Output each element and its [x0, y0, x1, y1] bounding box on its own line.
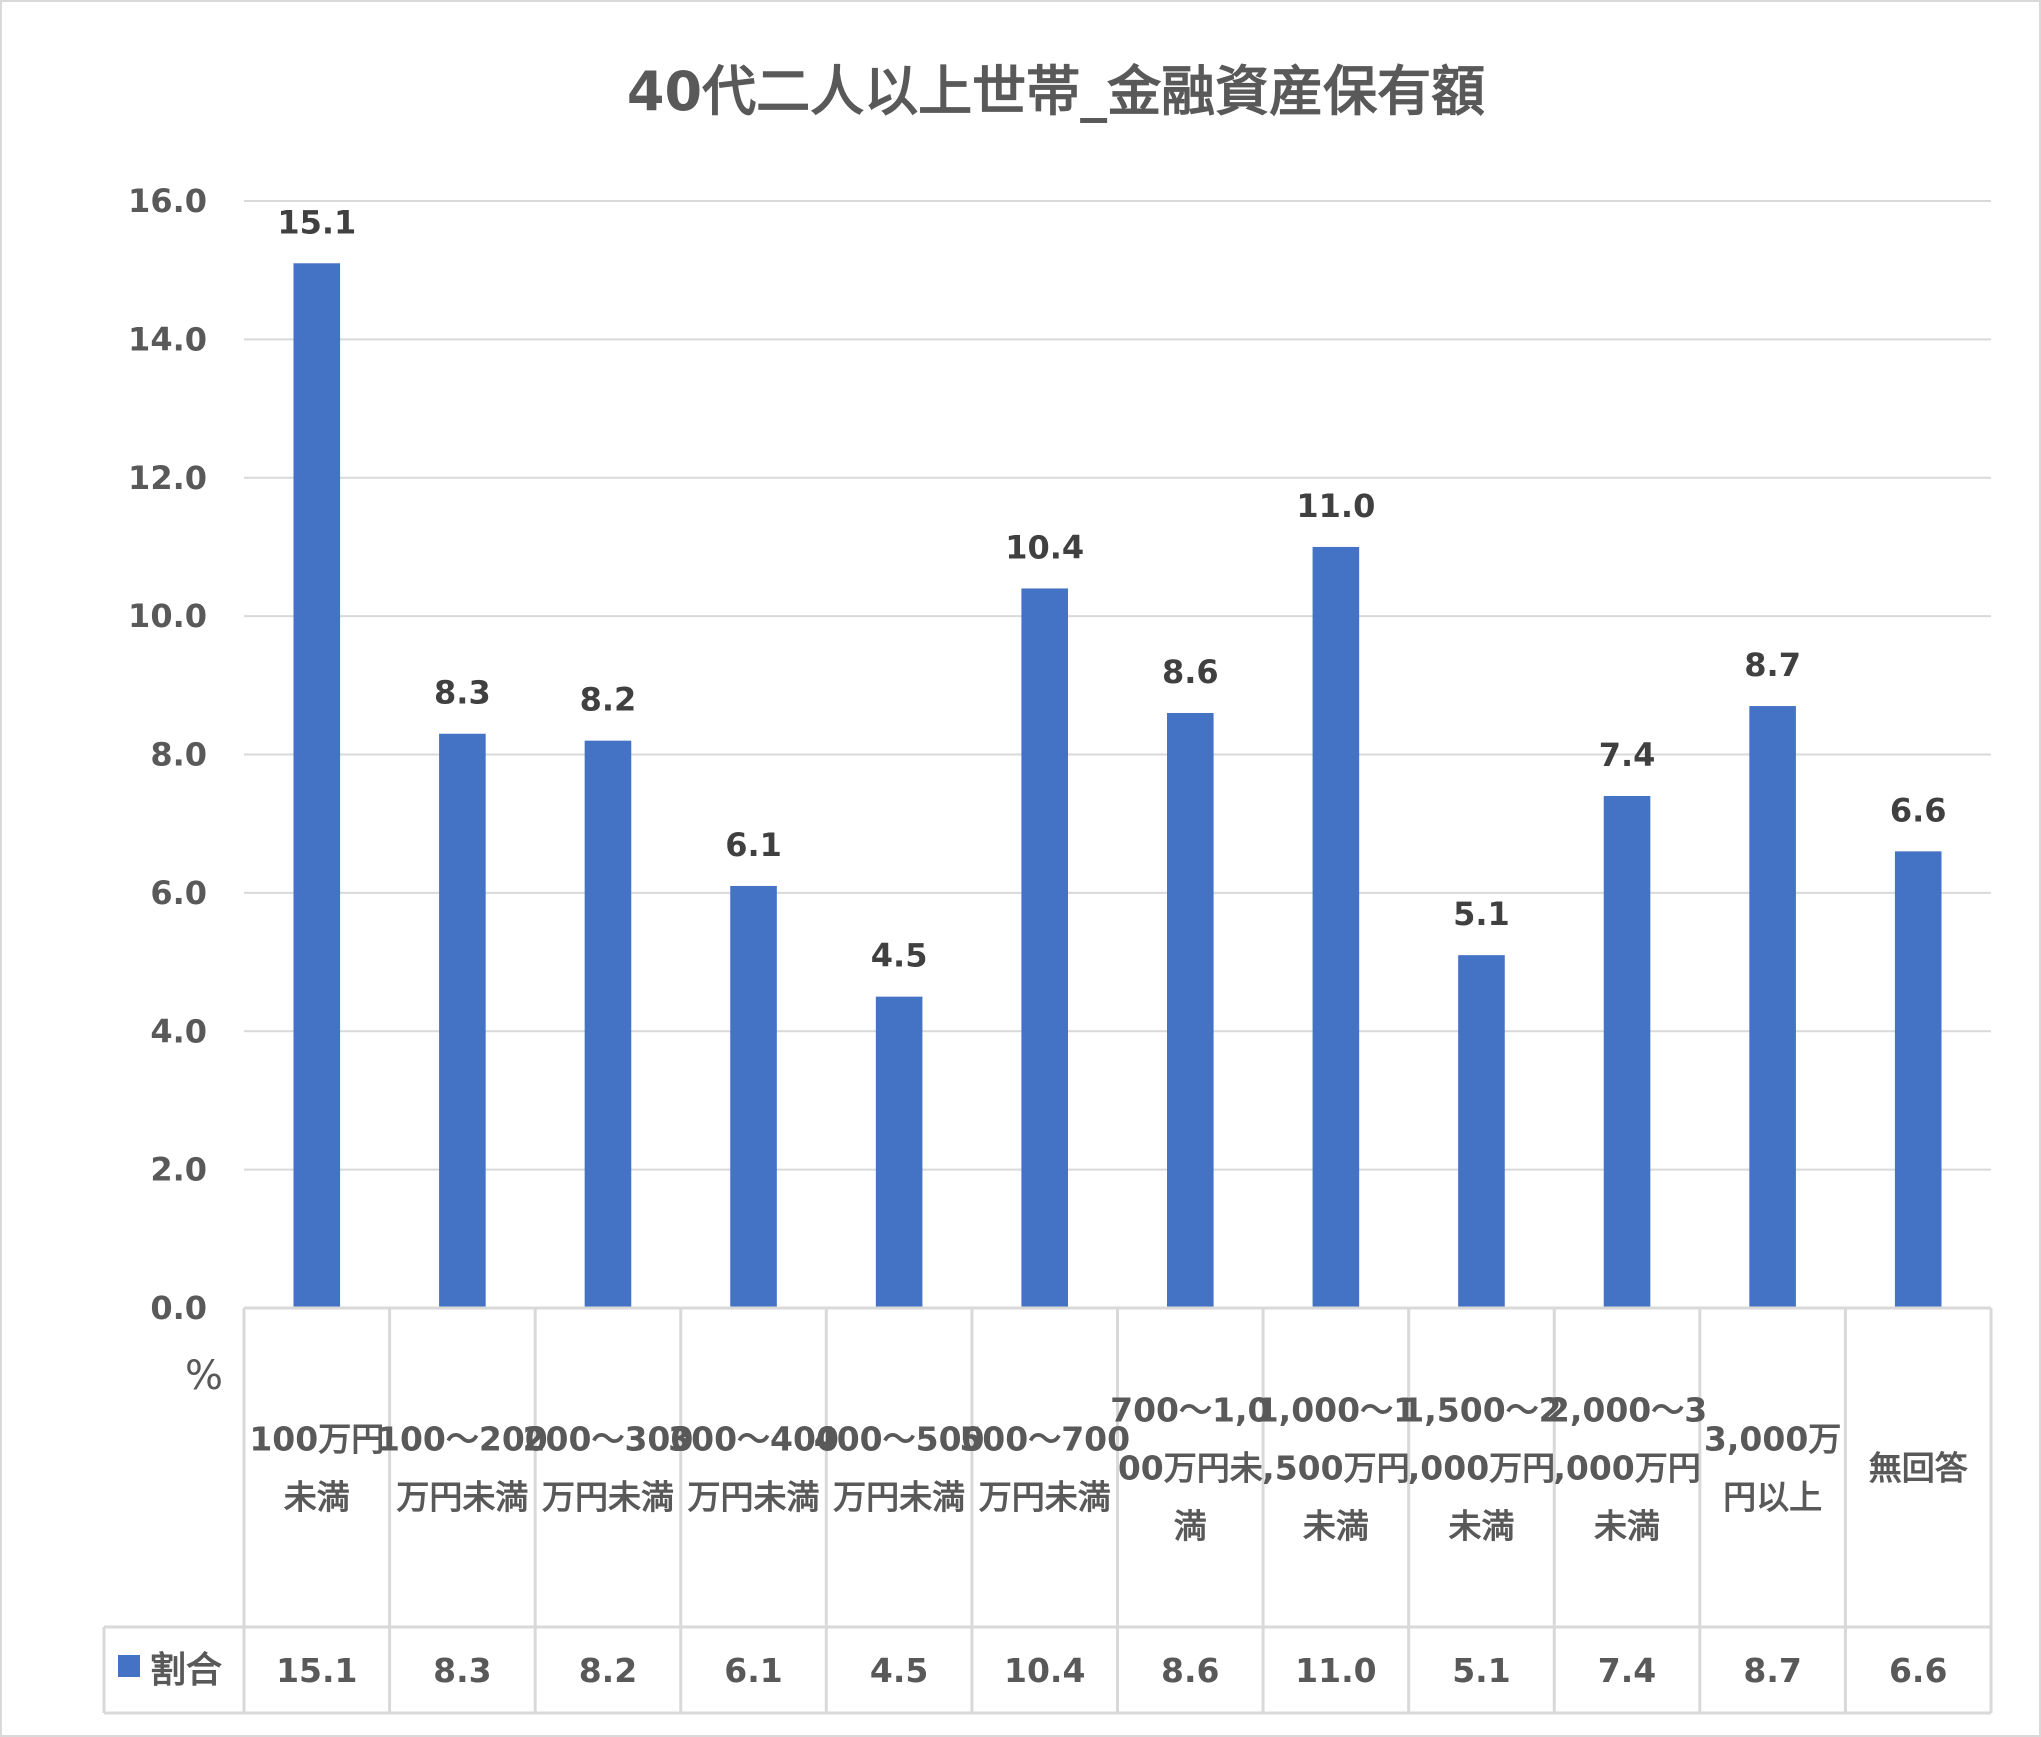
data-label: 8.6 [1162, 653, 1219, 691]
bar [584, 740, 632, 1308]
chart-title: 40代二人以上世帯_金融資産保有額 [627, 60, 1485, 123]
category-label: 300～400 万円未満 [668, 1420, 839, 1517]
legend-key [118, 1655, 140, 1677]
data-label: 8.7 [1744, 646, 1801, 684]
table-value: 8.7 [1743, 1651, 1801, 1690]
y-axis-ticks: 0.0 2.0 4.0 6.0 8.0 10.0 12.0 14.0 16.0% [128, 182, 223, 1399]
table-value: 8.6 [1161, 1651, 1219, 1690]
y-tick-label: 0.0 [150, 1289, 207, 1327]
table-value: 10.4 [1004, 1651, 1085, 1690]
bar [1312, 546, 1360, 1308]
category-label: 200～300 万円未満 [523, 1420, 694, 1517]
bar [875, 996, 923, 1308]
data-label: 6.6 [1890, 791, 1947, 829]
data-label: 4.5 [871, 937, 928, 975]
data-label: 8.3 [434, 674, 491, 712]
data-label: 5.1 [1453, 895, 1510, 933]
y-tick-label: 14.0 [128, 320, 207, 358]
category-label: 100万円未満 [249, 1420, 384, 1517]
y-tick-label: 6.0 [150, 874, 207, 912]
category-label: 400～500 万円未満 [814, 1420, 985, 1517]
y-tick-label: 12.0 [128, 459, 207, 497]
bar [730, 885, 777, 1308]
table-value: 5.1 [1452, 1651, 1510, 1690]
table-value: 7.4 [1598, 1651, 1656, 1690]
table-value: 8.2 [579, 1651, 637, 1690]
y-axis-unit: % [185, 1353, 223, 1399]
table-value: 8.3 [433, 1651, 491, 1690]
bar [1166, 712, 1214, 1308]
y-tick-label: 8.0 [150, 736, 207, 774]
data-label: 11.0 [1296, 487, 1375, 525]
bar [1458, 955, 1505, 1308]
data-label: 10.4 [1005, 528, 1084, 566]
category-label: 100～200 万円未満 [377, 1420, 548, 1517]
data-label: 6.1 [725, 826, 782, 864]
category-label: 700～1,0 00万円未満 [1110, 1391, 1270, 1546]
bar [1603, 796, 1651, 1308]
data-label: 8.2 [580, 681, 637, 719]
bar [293, 263, 341, 1308]
bar [439, 733, 486, 1308]
gridlines [244, 200, 1991, 1171]
bar [1894, 851, 1942, 1308]
legend-label: 割合 [150, 1650, 222, 1691]
data-label: 7.4 [1599, 736, 1656, 774]
category-label: 無回答 [1869, 1449, 1969, 1488]
category-label: 3,000万円以上 [1704, 1420, 1841, 1517]
table-value: 15.1 [276, 1651, 357, 1690]
table-value: 11.0 [1295, 1651, 1376, 1690]
y-tick-label: 2.0 [150, 1151, 207, 1189]
bar [1021, 588, 1069, 1308]
category-label: 2,000～3,000万円未満 [1547, 1391, 1707, 1546]
bar [1749, 706, 1796, 1308]
category-label: 500～700 万円未満 [959, 1420, 1130, 1517]
table-value: 6.6 [1889, 1651, 1947, 1690]
table-value: 4.5 [870, 1651, 928, 1690]
y-tick-label: 10.0 [128, 597, 207, 635]
category-label: 1,500～2,000万円未満 [1401, 1391, 1561, 1546]
category-label: 1,000～1,500万円未満 [1256, 1391, 1416, 1546]
table-value: 6.1 [724, 1651, 782, 1690]
data-labels: 15.1 8.3 8.2 6.1 4.5 10.4 8.6 11.0 5.1 7.4 8.7 6.6 [277, 203, 1946, 974]
data-label: 15.1 [277, 203, 356, 241]
y-tick-label: 16.0 [128, 182, 207, 220]
y-tick-label: 4.0 [150, 1012, 207, 1050]
bars [293, 263, 1942, 1308]
